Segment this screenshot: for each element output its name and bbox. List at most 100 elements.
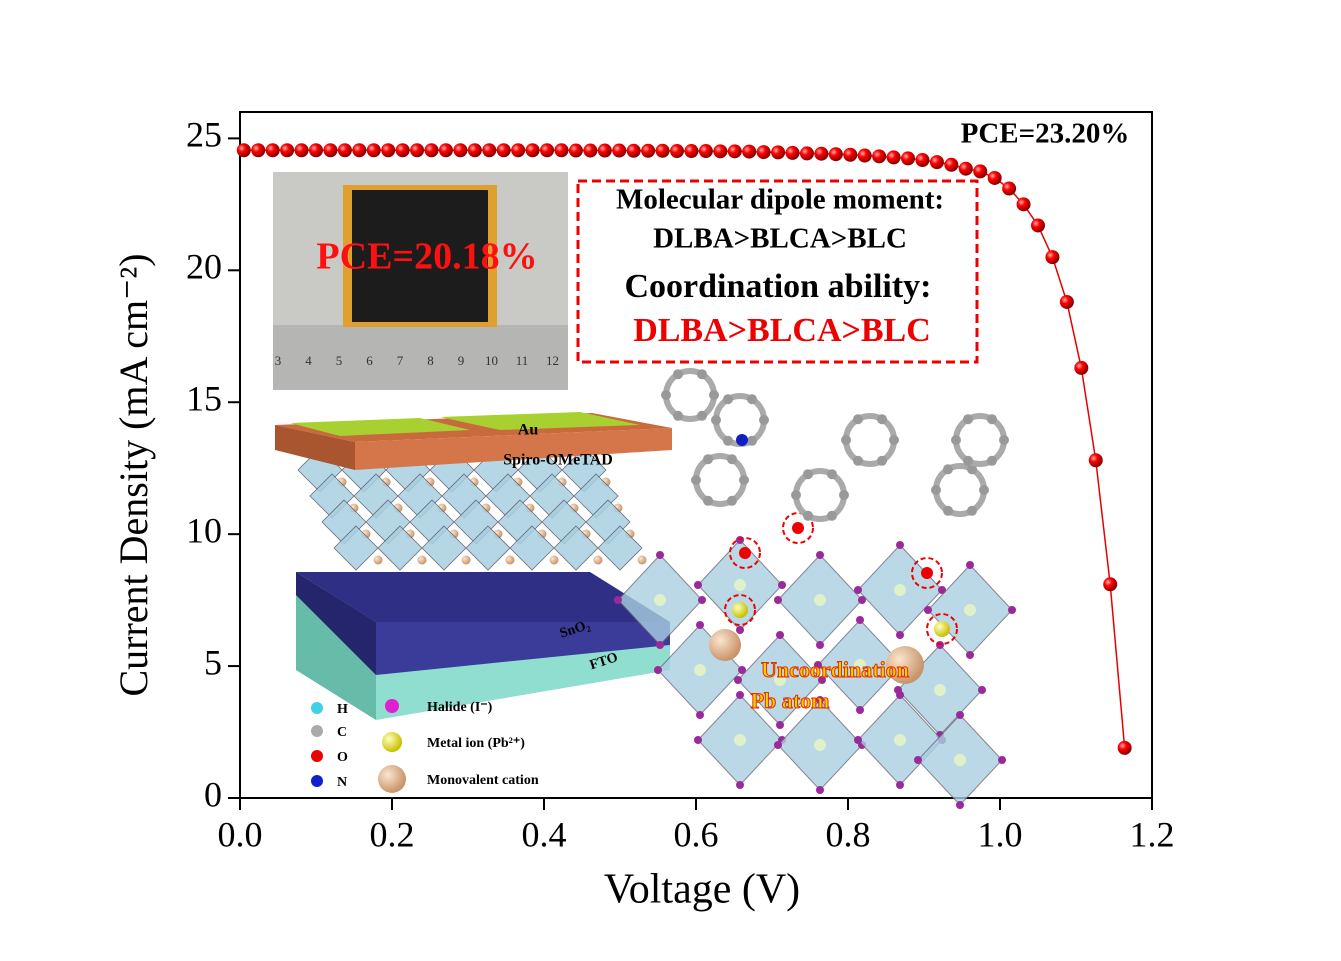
carbon bbox=[759, 415, 769, 425]
ruler-label: 12 bbox=[546, 353, 559, 368]
annotation: DLBA>BLCA>BLC bbox=[653, 223, 907, 255]
data-point bbox=[756, 145, 771, 160]
data-point bbox=[366, 143, 381, 158]
metal-ion bbox=[732, 602, 748, 618]
carbon bbox=[739, 475, 749, 485]
halide bbox=[696, 621, 704, 629]
annotation: DLBA>BLCA>BLC bbox=[633, 312, 931, 349]
pb bbox=[964, 604, 976, 616]
halide bbox=[966, 651, 974, 659]
carbon bbox=[877, 455, 887, 466]
ruler bbox=[273, 325, 568, 390]
x-tick-label: 1.2 bbox=[1130, 814, 1175, 854]
x-tick-label: 1.0 bbox=[978, 814, 1023, 854]
annotation: PCE=20.18% bbox=[316, 236, 537, 278]
halide bbox=[774, 741, 782, 749]
data-point bbox=[453, 143, 468, 158]
data-point bbox=[294, 143, 309, 158]
halide bbox=[816, 696, 824, 704]
sno2-front bbox=[376, 622, 670, 675]
x-tick-label: 0.4 bbox=[522, 814, 567, 854]
pb bbox=[814, 739, 826, 751]
halide bbox=[654, 666, 662, 674]
annotation: Pb atom bbox=[751, 688, 830, 713]
data-point bbox=[511, 143, 526, 158]
data-point bbox=[381, 143, 396, 158]
halide bbox=[736, 691, 744, 699]
carbon bbox=[727, 495, 737, 506]
data-point bbox=[438, 143, 453, 158]
carbon bbox=[987, 414, 997, 425]
fto-side bbox=[296, 590, 376, 720]
data-point bbox=[1016, 197, 1031, 212]
cation bbox=[417, 555, 427, 565]
carbon bbox=[703, 454, 713, 465]
data-point bbox=[1045, 250, 1060, 265]
ruler-label: 3 bbox=[275, 353, 282, 368]
pb bbox=[654, 594, 666, 606]
octahedron bbox=[333, 525, 379, 571]
halide bbox=[776, 631, 784, 639]
halide bbox=[736, 781, 744, 789]
data-point bbox=[251, 143, 266, 158]
data-point bbox=[698, 144, 713, 159]
halide bbox=[614, 596, 622, 604]
pb bbox=[954, 754, 966, 766]
y-axis-label: Current Density (mA cm⁻²) bbox=[111, 253, 156, 696]
data-point bbox=[612, 143, 627, 158]
data-point bbox=[973, 164, 988, 179]
pb bbox=[854, 659, 866, 671]
halide bbox=[896, 541, 904, 549]
sno2-layer bbox=[296, 572, 670, 622]
data-point bbox=[1002, 181, 1017, 196]
data-point bbox=[482, 143, 497, 158]
halide bbox=[1008, 606, 1016, 614]
cation bbox=[637, 555, 647, 565]
data-point bbox=[525, 143, 540, 158]
carbon bbox=[943, 505, 953, 516]
highlight bbox=[724, 594, 756, 626]
data-point bbox=[1031, 218, 1045, 233]
y-tick-label: 15 bbox=[186, 378, 222, 418]
carbon bbox=[963, 455, 973, 466]
halide bbox=[938, 586, 946, 594]
illustration bbox=[273, 172, 1016, 809]
legend-marker bbox=[311, 725, 323, 737]
data-point bbox=[583, 143, 598, 158]
y-tick-label: 20 bbox=[186, 247, 222, 287]
data-point bbox=[670, 144, 684, 159]
halide bbox=[956, 801, 964, 809]
cation bbox=[709, 629, 741, 661]
octahedron bbox=[421, 525, 467, 571]
carbon bbox=[963, 414, 973, 425]
octahedron bbox=[509, 525, 555, 571]
highlight bbox=[911, 557, 943, 589]
halide bbox=[854, 736, 862, 744]
oxygen bbox=[921, 567, 933, 579]
octahedron bbox=[465, 525, 511, 571]
halide bbox=[694, 736, 702, 744]
ruler-label: 6 bbox=[366, 353, 373, 368]
data-point bbox=[872, 149, 887, 164]
halide bbox=[856, 706, 864, 714]
data-point bbox=[799, 146, 814, 161]
ring bbox=[953, 413, 1007, 467]
data-point bbox=[843, 147, 858, 162]
pb bbox=[694, 664, 706, 676]
data-point bbox=[395, 143, 410, 158]
x-tick-label: 0.6 bbox=[674, 814, 719, 854]
highlight bbox=[782, 512, 814, 544]
cation bbox=[886, 646, 924, 684]
halide bbox=[816, 551, 824, 559]
data-point bbox=[467, 143, 482, 158]
data-point bbox=[857, 148, 872, 163]
data-point bbox=[352, 143, 367, 158]
carbon bbox=[951, 435, 961, 445]
carbon bbox=[967, 464, 977, 475]
legend-marker bbox=[382, 732, 402, 752]
carbon bbox=[703, 495, 713, 506]
pb bbox=[774, 674, 786, 686]
annotation: Coordination ability: bbox=[625, 268, 932, 305]
cation bbox=[373, 555, 383, 565]
carbon bbox=[853, 455, 863, 466]
